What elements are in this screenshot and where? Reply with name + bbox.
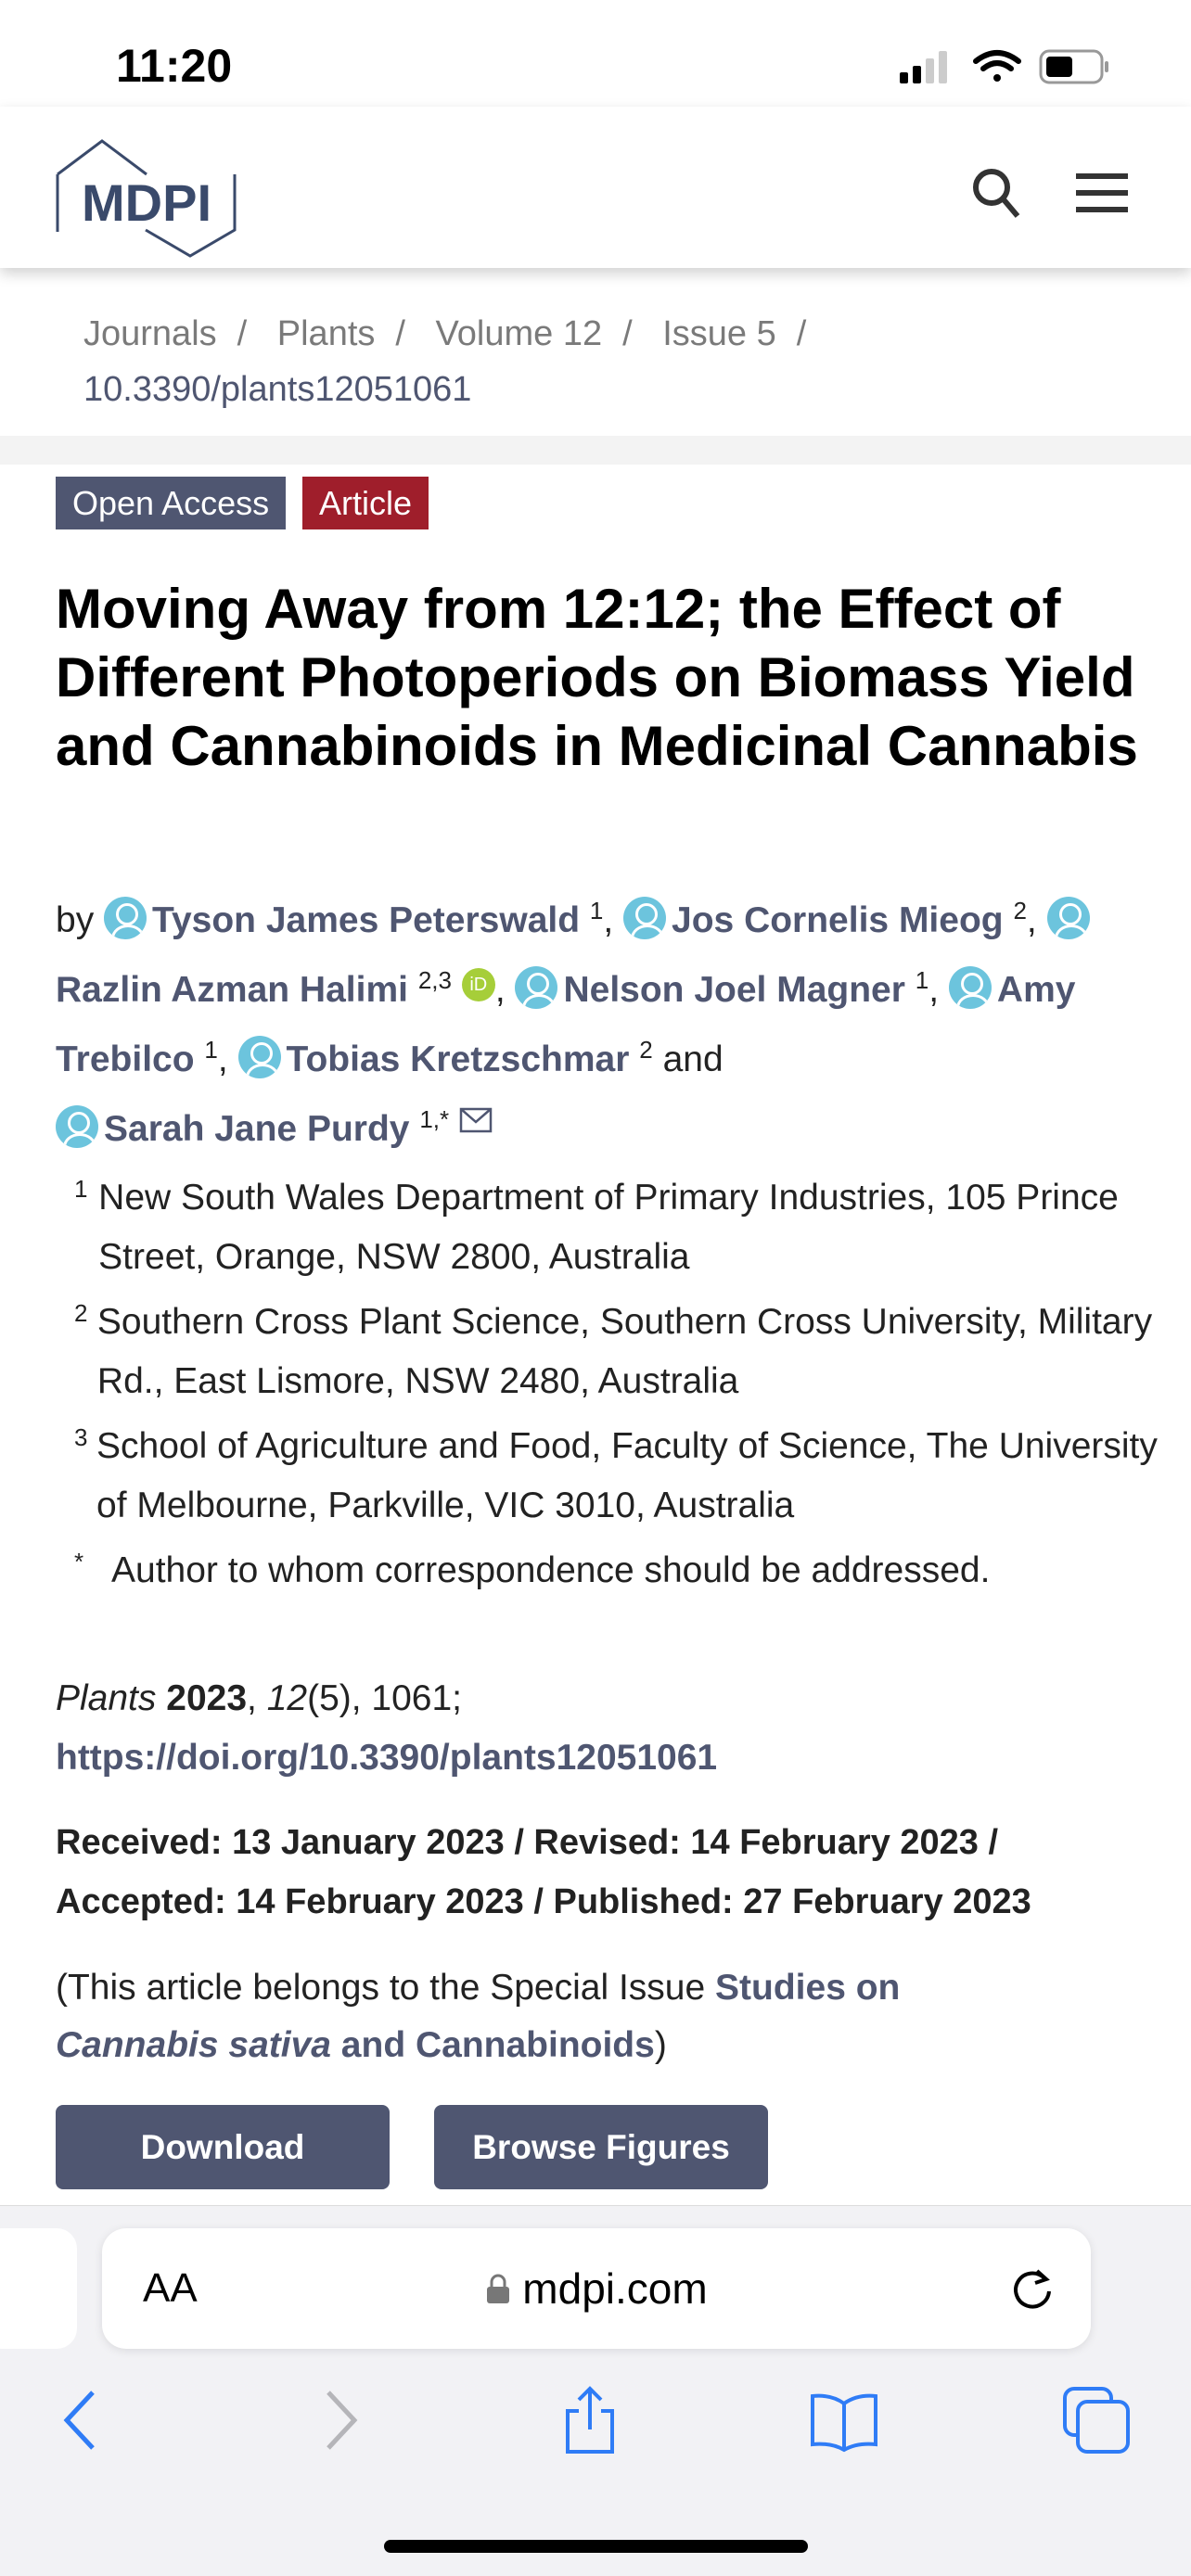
affiliation-item: * Author to whom correspondence should be… (56, 1541, 1159, 1600)
and-label: and (662, 1039, 724, 1079)
publication-dates: Received: 13 January 2023 / Revised: 14 … (56, 1813, 1169, 1932)
lock-icon (487, 2274, 510, 2303)
clock: 11:20 (116, 40, 233, 92)
author-link[interactable]: Razlin Azman Halimi (56, 970, 408, 1010)
search-icon[interactable] (969, 165, 1025, 221)
tabs-icon[interactable] (1059, 2383, 1133, 2457)
affiliation-text: School of Agriculture and Food, Faculty … (96, 1426, 1158, 1525)
affiliation-item: 2 Southern Cross Plant Science, Southern … (56, 1293, 1159, 1411)
author-link[interactable]: Tyson James Peterswald (152, 900, 581, 940)
person-icon (104, 897, 147, 939)
volume: 12 (266, 1678, 308, 1718)
cellular-signal-icon (900, 51, 947, 83)
breadcrumb-doi[interactable]: 10.3390/plants12051061 (83, 370, 472, 409)
affiliations: 1 New South Wales Department of Primary I… (56, 1168, 1159, 1606)
divider (0, 436, 1191, 465)
breadcrumb-issue[interactable]: Issue 5 (662, 314, 776, 353)
address-bar[interactable]: AA mdpi.com (102, 2228, 1091, 2349)
person-icon (948, 966, 992, 1009)
affiliation-sup: 1 (915, 966, 929, 994)
breadcrumb-volume[interactable]: Volume 12 (435, 314, 603, 353)
affiliation-number: * (74, 1548, 84, 1575)
author-link[interactable]: Tobias Kretzschmar (286, 1039, 630, 1079)
person-icon (623, 897, 667, 939)
article-title: Moving Away from 12:12; the Effect of Di… (56, 578, 1138, 777)
wifi-icon (973, 50, 1021, 82)
back-icon[interactable] (45, 2383, 119, 2457)
breadcrumb: Journals / Plants / Volume 12/ Issue 5/ 10… (0, 278, 1191, 436)
affiliation-number: 2 (74, 1299, 88, 1327)
author-link[interactable]: Amy Trebilco (56, 970, 1076, 1079)
affiliation-text: New South Wales Department of Primary In… (98, 1178, 1119, 1277)
mdpi-logo[interactable]: MDPI (56, 139, 237, 258)
reader-options-button[interactable]: AA (143, 2265, 198, 2311)
share-icon[interactable] (553, 2383, 627, 2457)
special-issue-link[interactable]: Studies on Cannabis sativa and Cannabinoi… (56, 1968, 901, 2065)
open-access-badge: Open Access (56, 477, 287, 529)
person-icon (515, 966, 558, 1009)
menu-icon[interactable] (1076, 173, 1128, 212)
special-issue-note: (This article belongs to the Special Iss… (56, 1959, 1159, 2074)
affiliation-sup: 2 (639, 1036, 653, 1064)
affiliation-text: Author to whom correspondence should be … (111, 1550, 991, 1590)
affiliation-number: 1 (74, 1175, 88, 1203)
status-icons (900, 49, 1108, 84)
download-button[interactable]: Download (56, 2105, 390, 2189)
issue: (5) (307, 1678, 352, 1718)
affiliation-sup: 2,3 (417, 966, 452, 994)
citation: Plants 2023, 12(5), 1061; https://doi.or… (56, 1678, 718, 1778)
journal-name: Plants (56, 1678, 157, 1718)
breadcrumb-journals[interactable]: Journals (83, 314, 217, 353)
by-label: by (56, 900, 95, 940)
url-display: mdpi.com (102, 2264, 1091, 2314)
person-icon (56, 1105, 98, 1148)
author-link[interactable]: Jos Cornelis Mieog (672, 900, 1004, 940)
email-icon[interactable] (459, 1107, 493, 1133)
previous-tab-pill[interactable] (0, 2228, 77, 2349)
affiliation-number: 3 (74, 1423, 88, 1451)
affiliation-sup: 2 (1013, 897, 1027, 925)
url-text: mdpi.com (522, 2264, 708, 2313)
home-indicator (384, 2540, 808, 2553)
year: 2023 (166, 1678, 248, 1718)
forward-icon[interactable] (302, 2383, 377, 2457)
affiliation-sup: 1,* (419, 1105, 450, 1133)
affiliation-item: 3 School of Agriculture and Food, Faculty… (56, 1417, 1159, 1536)
bookmarks-icon[interactable] (807, 2383, 881, 2457)
article-type-badge: Article (302, 477, 429, 529)
dates-line: Received: 13 January 2023 / Revised: 14 … (56, 1823, 999, 1862)
svg-text:MDPI: MDPI (82, 173, 211, 232)
reload-icon[interactable] (1009, 2265, 1056, 2312)
dates-line: Accepted: 14 February 2023 / Published: … (56, 1882, 1031, 1921)
author-link[interactable]: Nelson Joel Magner (563, 970, 905, 1010)
affiliation-sup: 1 (589, 897, 604, 925)
browse-figures-button[interactable]: Browse Figures (434, 2105, 768, 2189)
author-link[interactable]: Sarah Jane Purdy (104, 1109, 410, 1149)
site-header: MDPI (0, 107, 1191, 268)
special-issue-prefix: (This article belongs to the Special Iss… (56, 1968, 716, 2008)
status-bar: 11:20 (0, 0, 1191, 107)
battery-icon (1039, 49, 1108, 84)
orcid-icon[interactable]: iD (461, 968, 495, 1001)
breadcrumb-plants[interactable]: Plants (276, 314, 376, 353)
special-issue-suffix: ) (654, 2025, 667, 2065)
affiliation-text: Southern Cross Plant Science, Southern C… (96, 1302, 1153, 1401)
affiliation-item: 1 New South Wales Department of Primary I… (56, 1168, 1159, 1287)
affiliation-sup: 1 (204, 1036, 218, 1064)
person-icon (1046, 897, 1090, 939)
article-number: , 1061; (351, 1678, 463, 1718)
doi-link[interactable]: https://doi.org/10.3390/plants12051061 (56, 1738, 718, 1778)
author-list: by Tyson James Peterswald 1, Jos Corneli… (56, 881, 1150, 1159)
person-icon (237, 1036, 281, 1078)
